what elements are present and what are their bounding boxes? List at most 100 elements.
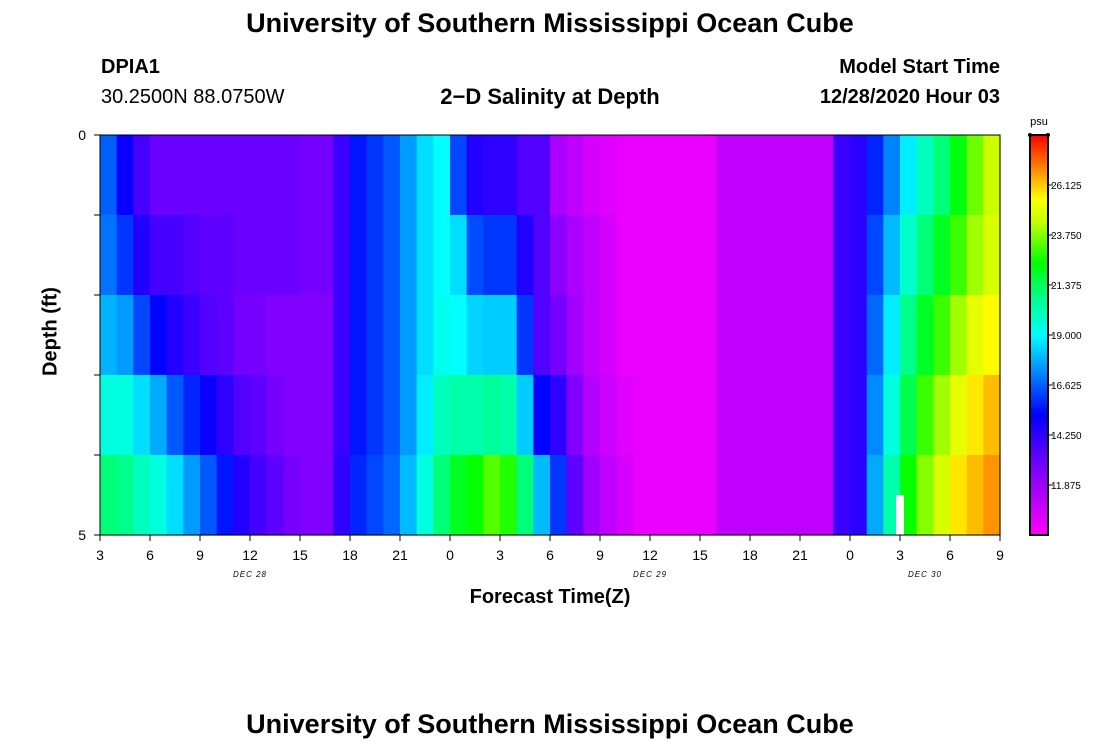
heatmap-cell — [766, 375, 784, 456]
heatmap-cell — [233, 215, 251, 296]
x-tick-label: 6 — [546, 547, 554, 563]
heatmap-cell — [733, 375, 751, 456]
heatmap-cell — [533, 295, 551, 376]
heatmap-cell — [750, 455, 768, 536]
colorbar-segment — [1030, 248, 1048, 253]
colorbar-segment — [1030, 431, 1048, 436]
heatmap-cell — [750, 135, 768, 216]
colorbar-segment — [1030, 161, 1048, 166]
heatmap-cell — [716, 375, 734, 456]
colorbar-segment — [1030, 445, 1048, 449]
colorbar-segment — [1030, 171, 1048, 176]
heatmap-cell — [650, 135, 668, 216]
colorbar-corner — [1046, 133, 1050, 137]
heatmap-cell — [800, 135, 818, 216]
heatmap-cell — [933, 215, 951, 296]
heatmap-cell — [850, 295, 868, 376]
heatmap-cell — [250, 135, 268, 216]
colorbar-segment — [1030, 361, 1048, 366]
heatmap-cell — [216, 135, 234, 216]
heatmap-cell — [383, 135, 401, 216]
heatmap-cell — [816, 455, 834, 536]
x-tick-label: 9 — [996, 547, 1004, 563]
heatmap-cell — [416, 135, 434, 216]
heatmap-cell — [266, 375, 284, 456]
heatmap-cell — [166, 455, 184, 536]
heatmap-cell — [250, 375, 268, 456]
heatmap-cell — [833, 375, 851, 456]
colorbar-segment — [1030, 351, 1048, 356]
heatmap-cell — [633, 455, 651, 536]
colorbar-segment — [1030, 488, 1048, 493]
colorbar-tick-label: 11.875 — [1051, 481, 1081, 492]
x-tick-label: 21 — [792, 547, 808, 563]
heatmap-cell — [400, 215, 418, 296]
heatmap-cell — [250, 295, 268, 376]
colorbar-segment — [1030, 441, 1048, 446]
heatmap-cell — [633, 215, 651, 296]
heatmap-cell — [683, 455, 701, 536]
heatmap-cell — [183, 295, 201, 376]
heatmap-cell — [466, 295, 484, 376]
colorbar-segment — [1030, 521, 1048, 526]
model-start-label: Model Start Time — [839, 56, 1000, 78]
heatmap-cell — [633, 135, 651, 216]
colorbar-tick-label: 19.000 — [1051, 331, 1082, 342]
heatmap-cell — [916, 295, 934, 376]
top-title: University of Southern Mississippi Ocean… — [246, 8, 854, 38]
heatmap-cell — [500, 295, 518, 376]
heatmap-cell — [983, 215, 1001, 296]
heatmap-cell — [100, 375, 118, 456]
heatmap-cell — [683, 215, 701, 296]
heatmap-cell — [216, 375, 234, 456]
heatmap-cell — [616, 375, 634, 456]
colorbar-segment — [1030, 508, 1048, 513]
heatmap-cell — [766, 455, 784, 536]
heatmap-cell — [933, 455, 951, 536]
heatmap-cell — [550, 375, 568, 456]
heatmap-cell — [983, 295, 1001, 376]
heatmap-cell — [850, 215, 868, 296]
colorbar-tick-label: 26.125 — [1051, 181, 1082, 192]
colorbar-segment — [1030, 288, 1048, 293]
heatmap-cell — [716, 215, 734, 296]
station-id: DPIA1 — [101, 56, 160, 78]
colorbar-segment — [1030, 298, 1048, 303]
colorbar-segment — [1030, 501, 1048, 506]
heatmap-cell — [400, 295, 418, 376]
heatmap-cell — [250, 455, 268, 536]
heatmap-cell — [450, 215, 468, 296]
colorbar-segment — [1030, 305, 1048, 309]
colorbar-segment — [1030, 498, 1048, 503]
heatmap-cell — [966, 455, 984, 536]
heatmap-cell — [300, 215, 318, 296]
colorbar-segment — [1030, 328, 1048, 333]
heatmap-cell — [933, 135, 951, 216]
colorbar-segment — [1030, 331, 1048, 336]
heatmap-cell — [150, 295, 168, 376]
heatmap-cell — [466, 135, 484, 216]
colorbar-segment — [1030, 421, 1048, 426]
heatmap-cell — [866, 455, 884, 536]
heatmap-cell — [433, 295, 451, 376]
heatmap-cell — [900, 215, 918, 296]
colorbar-segment — [1030, 525, 1048, 529]
heatmap-cell — [266, 455, 284, 536]
heatmap-cell — [566, 135, 584, 216]
heatmap-cell — [466, 375, 484, 456]
heatmap-cell — [116, 455, 134, 536]
colorbar-corner — [1028, 133, 1032, 137]
colorbar-segment — [1030, 191, 1048, 196]
colorbar-segment — [1030, 145, 1048, 149]
colorbar-segment — [1030, 221, 1048, 226]
heatmap-cell — [750, 215, 768, 296]
heatmap-cell — [500, 375, 518, 456]
colorbar-segment — [1030, 425, 1048, 429]
colorbar-segment — [1030, 295, 1048, 299]
heatmap-cell — [766, 135, 784, 216]
heatmap-cell — [566, 455, 584, 536]
x-tick-label: 18 — [342, 547, 358, 563]
heatmap-cell — [216, 455, 234, 536]
colorbar-segment — [1030, 278, 1048, 283]
heatmap-cell — [333, 455, 351, 536]
